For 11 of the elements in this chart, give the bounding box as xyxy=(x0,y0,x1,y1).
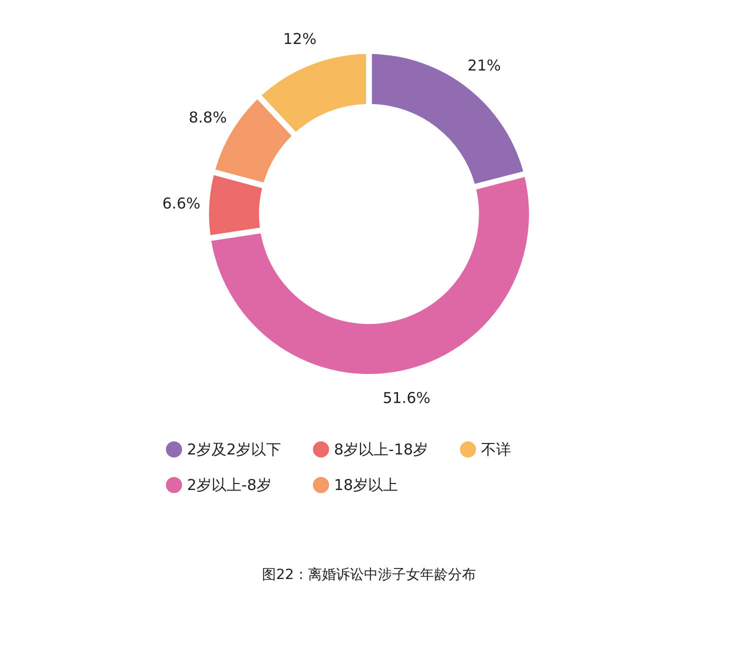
legend-label: 8岁以上-18岁 xyxy=(334,440,428,458)
data-label: 12% xyxy=(283,30,316,48)
data-label: 51.6% xyxy=(382,389,430,408)
caption: 图22：离婚诉讼中涉子女年龄分布 xyxy=(262,567,476,583)
data-label: 6.6% xyxy=(162,194,200,212)
legend-label: 不详 xyxy=(481,440,511,458)
legend-label: 2岁以上-8岁 xyxy=(187,476,272,494)
data-label: 21% xyxy=(468,56,501,74)
legend-label: 2岁及2岁以下 xyxy=(187,440,282,458)
legend-label: 18岁以上 xyxy=(334,476,398,494)
data-label: 8.8% xyxy=(188,108,227,126)
